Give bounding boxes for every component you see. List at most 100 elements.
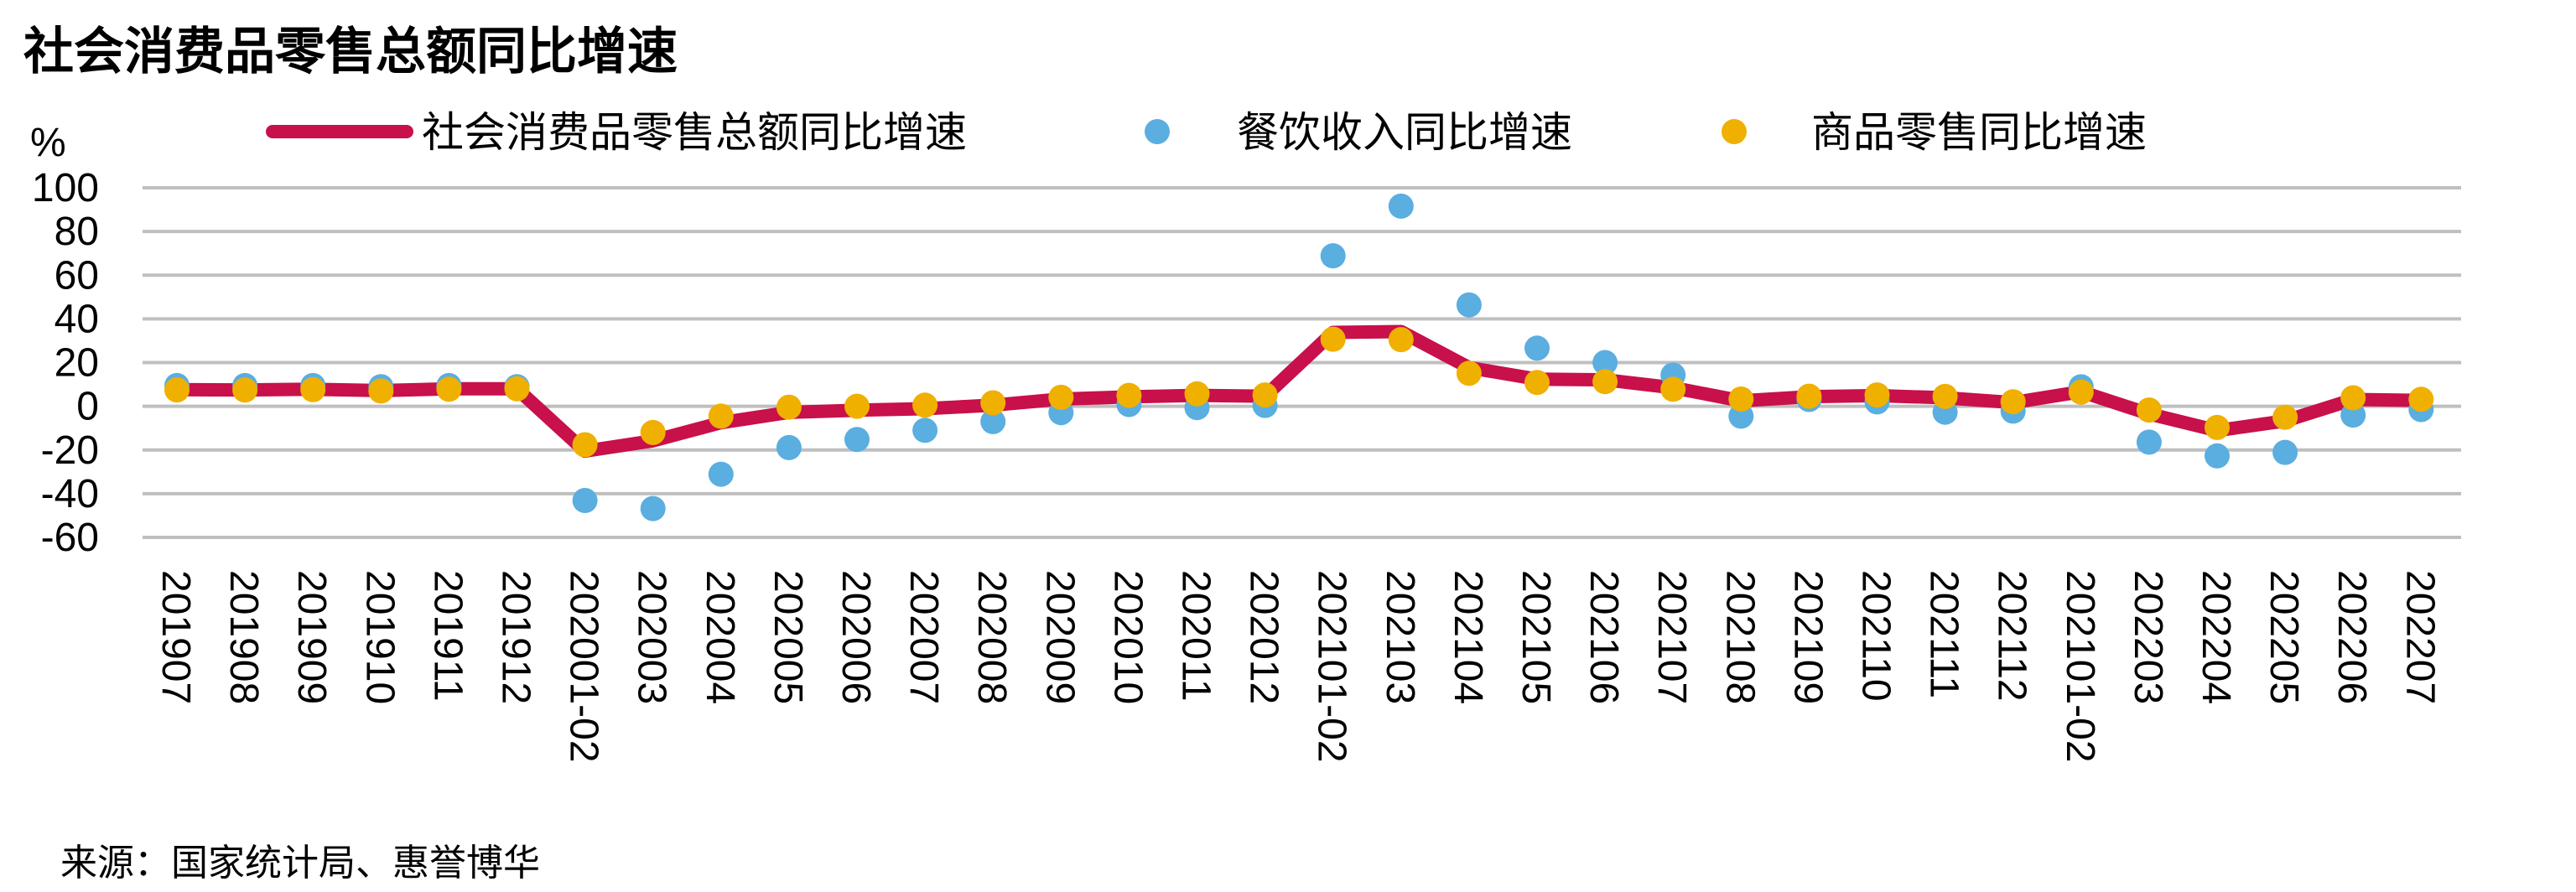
point-goods xyxy=(1592,369,1618,395)
x-tick-label: 202109 xyxy=(1785,570,1830,704)
point-goods xyxy=(2068,379,2094,405)
point-goods xyxy=(912,392,938,418)
series-goods-points xyxy=(164,326,2434,458)
x-tick-label: 201908 xyxy=(221,570,266,704)
x-tick-label: 201909 xyxy=(289,570,334,704)
x-tick-label: 202104 xyxy=(1446,570,1490,704)
x-tick-label: 202001-02 xyxy=(562,570,606,763)
source-note: 来源：国家统计局、惠誉博华 xyxy=(60,842,540,884)
x-tick-label: 202101-02 xyxy=(2058,570,2102,763)
point-goods xyxy=(1456,360,1482,386)
x-tick-label: 201912 xyxy=(494,570,538,704)
x-tick-label: 202110 xyxy=(1854,570,1898,702)
x-tick-label: 202108 xyxy=(1717,570,1762,704)
legend-label-catering: 餐饮收入同比增速 xyxy=(1237,108,1572,157)
x-tick-label: 202107 xyxy=(1649,570,1694,704)
point-goods xyxy=(2340,385,2366,411)
legend-dot-catering xyxy=(1145,119,1170,144)
y-tick-label: 100 xyxy=(32,166,99,210)
point-goods xyxy=(300,376,326,402)
point-catering xyxy=(912,417,938,443)
point-goods xyxy=(776,394,802,420)
x-tick-label: 201910 xyxy=(357,570,402,704)
x-tick-label: 201907 xyxy=(153,570,198,704)
legend-label-total: 社会消费品零售总额同比增速 xyxy=(422,108,967,157)
point-goods xyxy=(2205,414,2230,440)
point-catering xyxy=(776,434,802,460)
y-tick-label: 0 xyxy=(76,385,99,429)
x-tick-label: 202005 xyxy=(766,570,810,704)
y-tick-label: 80 xyxy=(55,210,99,254)
point-goods xyxy=(1184,381,1210,407)
point-goods xyxy=(572,432,598,458)
x-tick-label: 202206 xyxy=(2329,570,2374,704)
x-tick-label: 202204 xyxy=(2194,570,2238,704)
x-tick-label: 202207 xyxy=(2397,570,2442,704)
point-goods xyxy=(368,378,394,404)
point-goods xyxy=(980,390,1006,416)
series-total-line xyxy=(170,324,2428,459)
point-catering xyxy=(2272,439,2298,465)
point-goods xyxy=(1252,382,1278,408)
x-tick-label: 202007 xyxy=(901,570,946,704)
x-tick-label: 202205 xyxy=(2262,570,2306,704)
point-catering xyxy=(2205,443,2230,469)
x-tick-labels: 201907 201908 201909 201910 201911 201912 2020… xyxy=(153,570,2442,763)
point-goods xyxy=(2272,404,2298,430)
x-tick-label: 202011 xyxy=(1174,570,1218,702)
point-catering xyxy=(2136,429,2162,455)
point-goods xyxy=(640,419,666,445)
x-tick-label: 202105 xyxy=(1514,570,1558,704)
point-goods xyxy=(504,376,530,402)
point-goods xyxy=(1864,382,1890,408)
y-tick-label: -60 xyxy=(41,516,99,560)
point-catering xyxy=(572,488,598,513)
point-goods xyxy=(1524,370,1550,396)
legend-label-goods: 商品零售同比增速 xyxy=(1811,108,2147,157)
y-axis-unit: % xyxy=(30,121,66,165)
y-tick-label: 20 xyxy=(55,341,99,386)
x-tick-label: 202106 xyxy=(1581,570,1626,704)
point-goods xyxy=(2000,389,2026,415)
line-total-retail xyxy=(170,324,2428,459)
point-goods xyxy=(708,403,734,429)
point-goods xyxy=(1796,383,1822,409)
x-tick-label: 202111 xyxy=(1922,570,1966,698)
point-goods xyxy=(436,376,462,402)
point-catering xyxy=(1456,292,1482,318)
point-catering xyxy=(1388,193,1414,219)
y-tick-label: -40 xyxy=(41,472,99,516)
x-tick-label: 202004 xyxy=(698,570,742,704)
point-catering xyxy=(2340,402,2366,428)
point-goods xyxy=(1320,326,1346,352)
point-catering xyxy=(640,495,666,521)
point-goods xyxy=(1660,376,1686,402)
x-tick-label: 201911 xyxy=(425,570,470,702)
point-goods xyxy=(2136,397,2162,423)
point-goods xyxy=(1116,382,1142,408)
point-catering xyxy=(980,408,1006,434)
point-catering xyxy=(708,461,734,487)
legend-dot-goods xyxy=(1722,119,1747,144)
point-catering xyxy=(1320,243,1346,269)
x-tick-label: 202103 xyxy=(1378,570,1422,704)
point-goods xyxy=(164,377,190,403)
point-catering xyxy=(1592,350,1618,376)
x-tick-label: 202203 xyxy=(2126,570,2170,704)
point-goods xyxy=(232,377,258,403)
x-tick-label: 202101-02 xyxy=(1310,570,1354,763)
x-tick-label: 202009 xyxy=(1037,570,1082,704)
y-tick-label: 40 xyxy=(55,297,99,341)
point-goods xyxy=(1728,386,1754,412)
point-goods xyxy=(844,393,870,419)
point-goods xyxy=(1932,383,1958,409)
x-tick-label: 202112 xyxy=(1990,570,2034,702)
y-tick-label: 60 xyxy=(55,253,99,298)
point-goods xyxy=(2408,386,2434,412)
x-tick-label: 202006 xyxy=(834,570,878,704)
x-tick-label: 202010 xyxy=(1105,570,1150,704)
point-goods xyxy=(1048,384,1074,410)
point-goods xyxy=(1388,327,1414,353)
